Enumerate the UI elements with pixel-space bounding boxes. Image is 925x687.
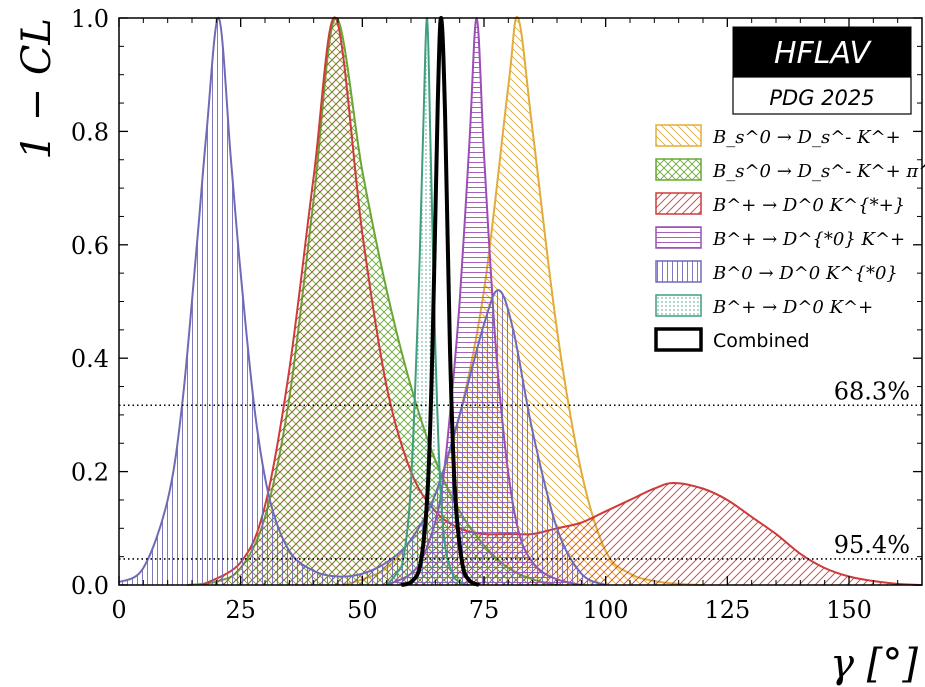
badge-subtitle-box [732, 76, 912, 115]
series-area-3 [386, 17, 582, 585]
y-tick-label-1: 0.2 [71, 459, 109, 487]
x-tick-label-5: 125 [704, 596, 750, 624]
series-area-4 [119, 17, 606, 585]
legend-label-5: B^+ → D^0 K^+ [712, 297, 873, 318]
legend-swatch-3 [655, 226, 702, 249]
series-layer [118, 15, 923, 587]
y-tick-label-3: 0.6 [71, 232, 109, 260]
legend-swatch-1 [655, 158, 702, 181]
axes: 0 25 50 75 100 125 150 0.0 0.2 0.4 0.6 0.8 1.0 γ [°] 1… [14, 5, 923, 687]
series-5 [385, 16, 470, 586]
x-tick-label-6: 150 [826, 596, 872, 624]
x-axis-label: γ [°] [830, 641, 918, 687]
x-tick-label-0: 0 [111, 596, 126, 624]
series-4 [118, 16, 607, 586]
legend-swatch-6 [654, 327, 703, 352]
badge-title: HFLAV [774, 36, 873, 71]
badge-title-box [732, 26, 912, 78]
legend-label-3: B^+ → D^{*0} K^+ [712, 229, 905, 250]
legend: B_s^0 → D_s^- K^+ B_s^0 → D_s^- K^+ π^+ π… [654, 124, 925, 352]
legend-label-0: B_s^0 → D_s^- K^+ [712, 127, 901, 148]
hflav-badge: HFLAV PDG 2025 [732, 26, 912, 115]
y-tick-label-0: 0.0 [71, 572, 109, 600]
reference-lines: 68.3% 95.4% [119, 377, 922, 560]
legend-swatch-4 [655, 260, 702, 283]
series-area-2 [201, 17, 923, 585]
legend-swatch-5 [655, 294, 702, 317]
reference-label-1: 95.4% [834, 531, 910, 559]
x-tick-label-2: 50 [347, 596, 378, 624]
legend-swatch-0 [655, 124, 702, 147]
badge-subtitle: PDG 2025 [769, 86, 874, 110]
legend-label-4: B^0 → D^0 K^{*0} [712, 263, 898, 284]
x-tick-label-1: 25 [225, 596, 256, 624]
legend-label-6: Combined [713, 330, 810, 352]
legend-label-2: B^+ → D^0 K^{*+} [712, 195, 905, 216]
legend-label-1: B_s^0 → D_s^- K^+ π^+ π^- [712, 161, 925, 182]
y-tick-label-2: 0.4 [71, 345, 109, 373]
y-tick-label-5: 1.0 [71, 5, 109, 33]
series-line-4 [118, 16, 607, 586]
series-area-5 [386, 17, 470, 585]
x-tick-label-4: 100 [583, 596, 629, 624]
series-area-0 [342, 16, 703, 586]
x-tick-label-3: 75 [469, 596, 500, 624]
reference-label-0: 68.3% [834, 377, 910, 405]
series-line-5 [385, 16, 470, 586]
y-axis-label: 1 − CL [14, 18, 60, 160]
y-tick-label-4: 0.8 [71, 118, 109, 146]
legend-swatch-2 [655, 192, 702, 215]
